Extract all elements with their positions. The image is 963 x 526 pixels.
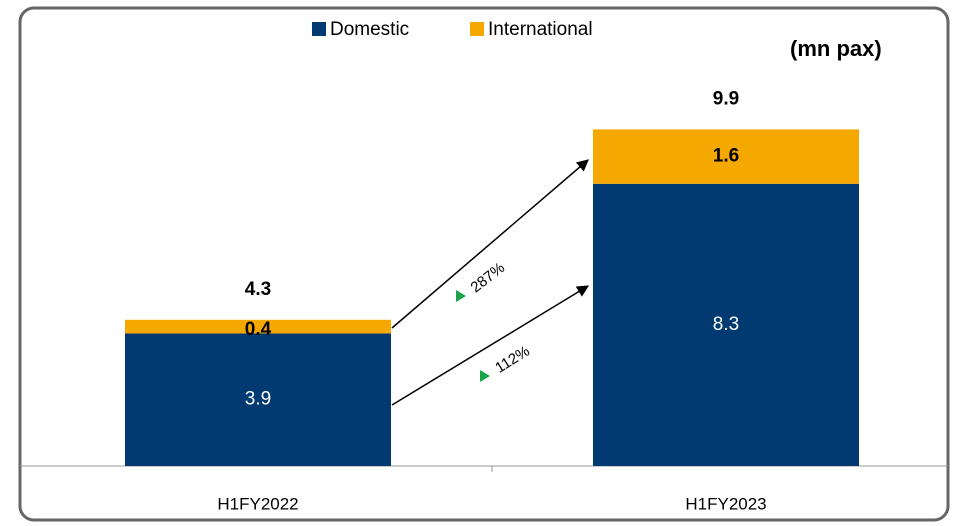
unit-label: (mn pax) xyxy=(790,36,882,61)
growth-arrow xyxy=(391,285,590,406)
value-label: 0.4 xyxy=(245,319,272,340)
value-label: 8.3 xyxy=(713,314,739,335)
up-triangle xyxy=(480,370,490,382)
up-triangle xyxy=(456,290,466,302)
growth-label: 112% xyxy=(492,343,533,377)
x-tick-label: H1FY2022 xyxy=(217,494,298,513)
bar-segment xyxy=(593,183,859,467)
frame xyxy=(18,6,950,522)
growth-label: 287% xyxy=(467,259,508,296)
total-label: 9.9 xyxy=(713,88,739,109)
legend-label: Domestic xyxy=(330,19,409,40)
x-tick-label: H1FY2023 xyxy=(685,494,766,513)
legend-swatch xyxy=(312,22,326,36)
value-label: 3.9 xyxy=(245,389,271,410)
legend-swatch xyxy=(470,22,484,36)
growth-arrow xyxy=(391,159,589,329)
bar-segment xyxy=(593,129,859,184)
bar-segment xyxy=(125,333,391,466)
bar-segment xyxy=(125,319,391,334)
value-label: 1.6 xyxy=(713,146,739,167)
total-label: 4.3 xyxy=(245,279,271,300)
legend-label: International xyxy=(488,19,593,40)
